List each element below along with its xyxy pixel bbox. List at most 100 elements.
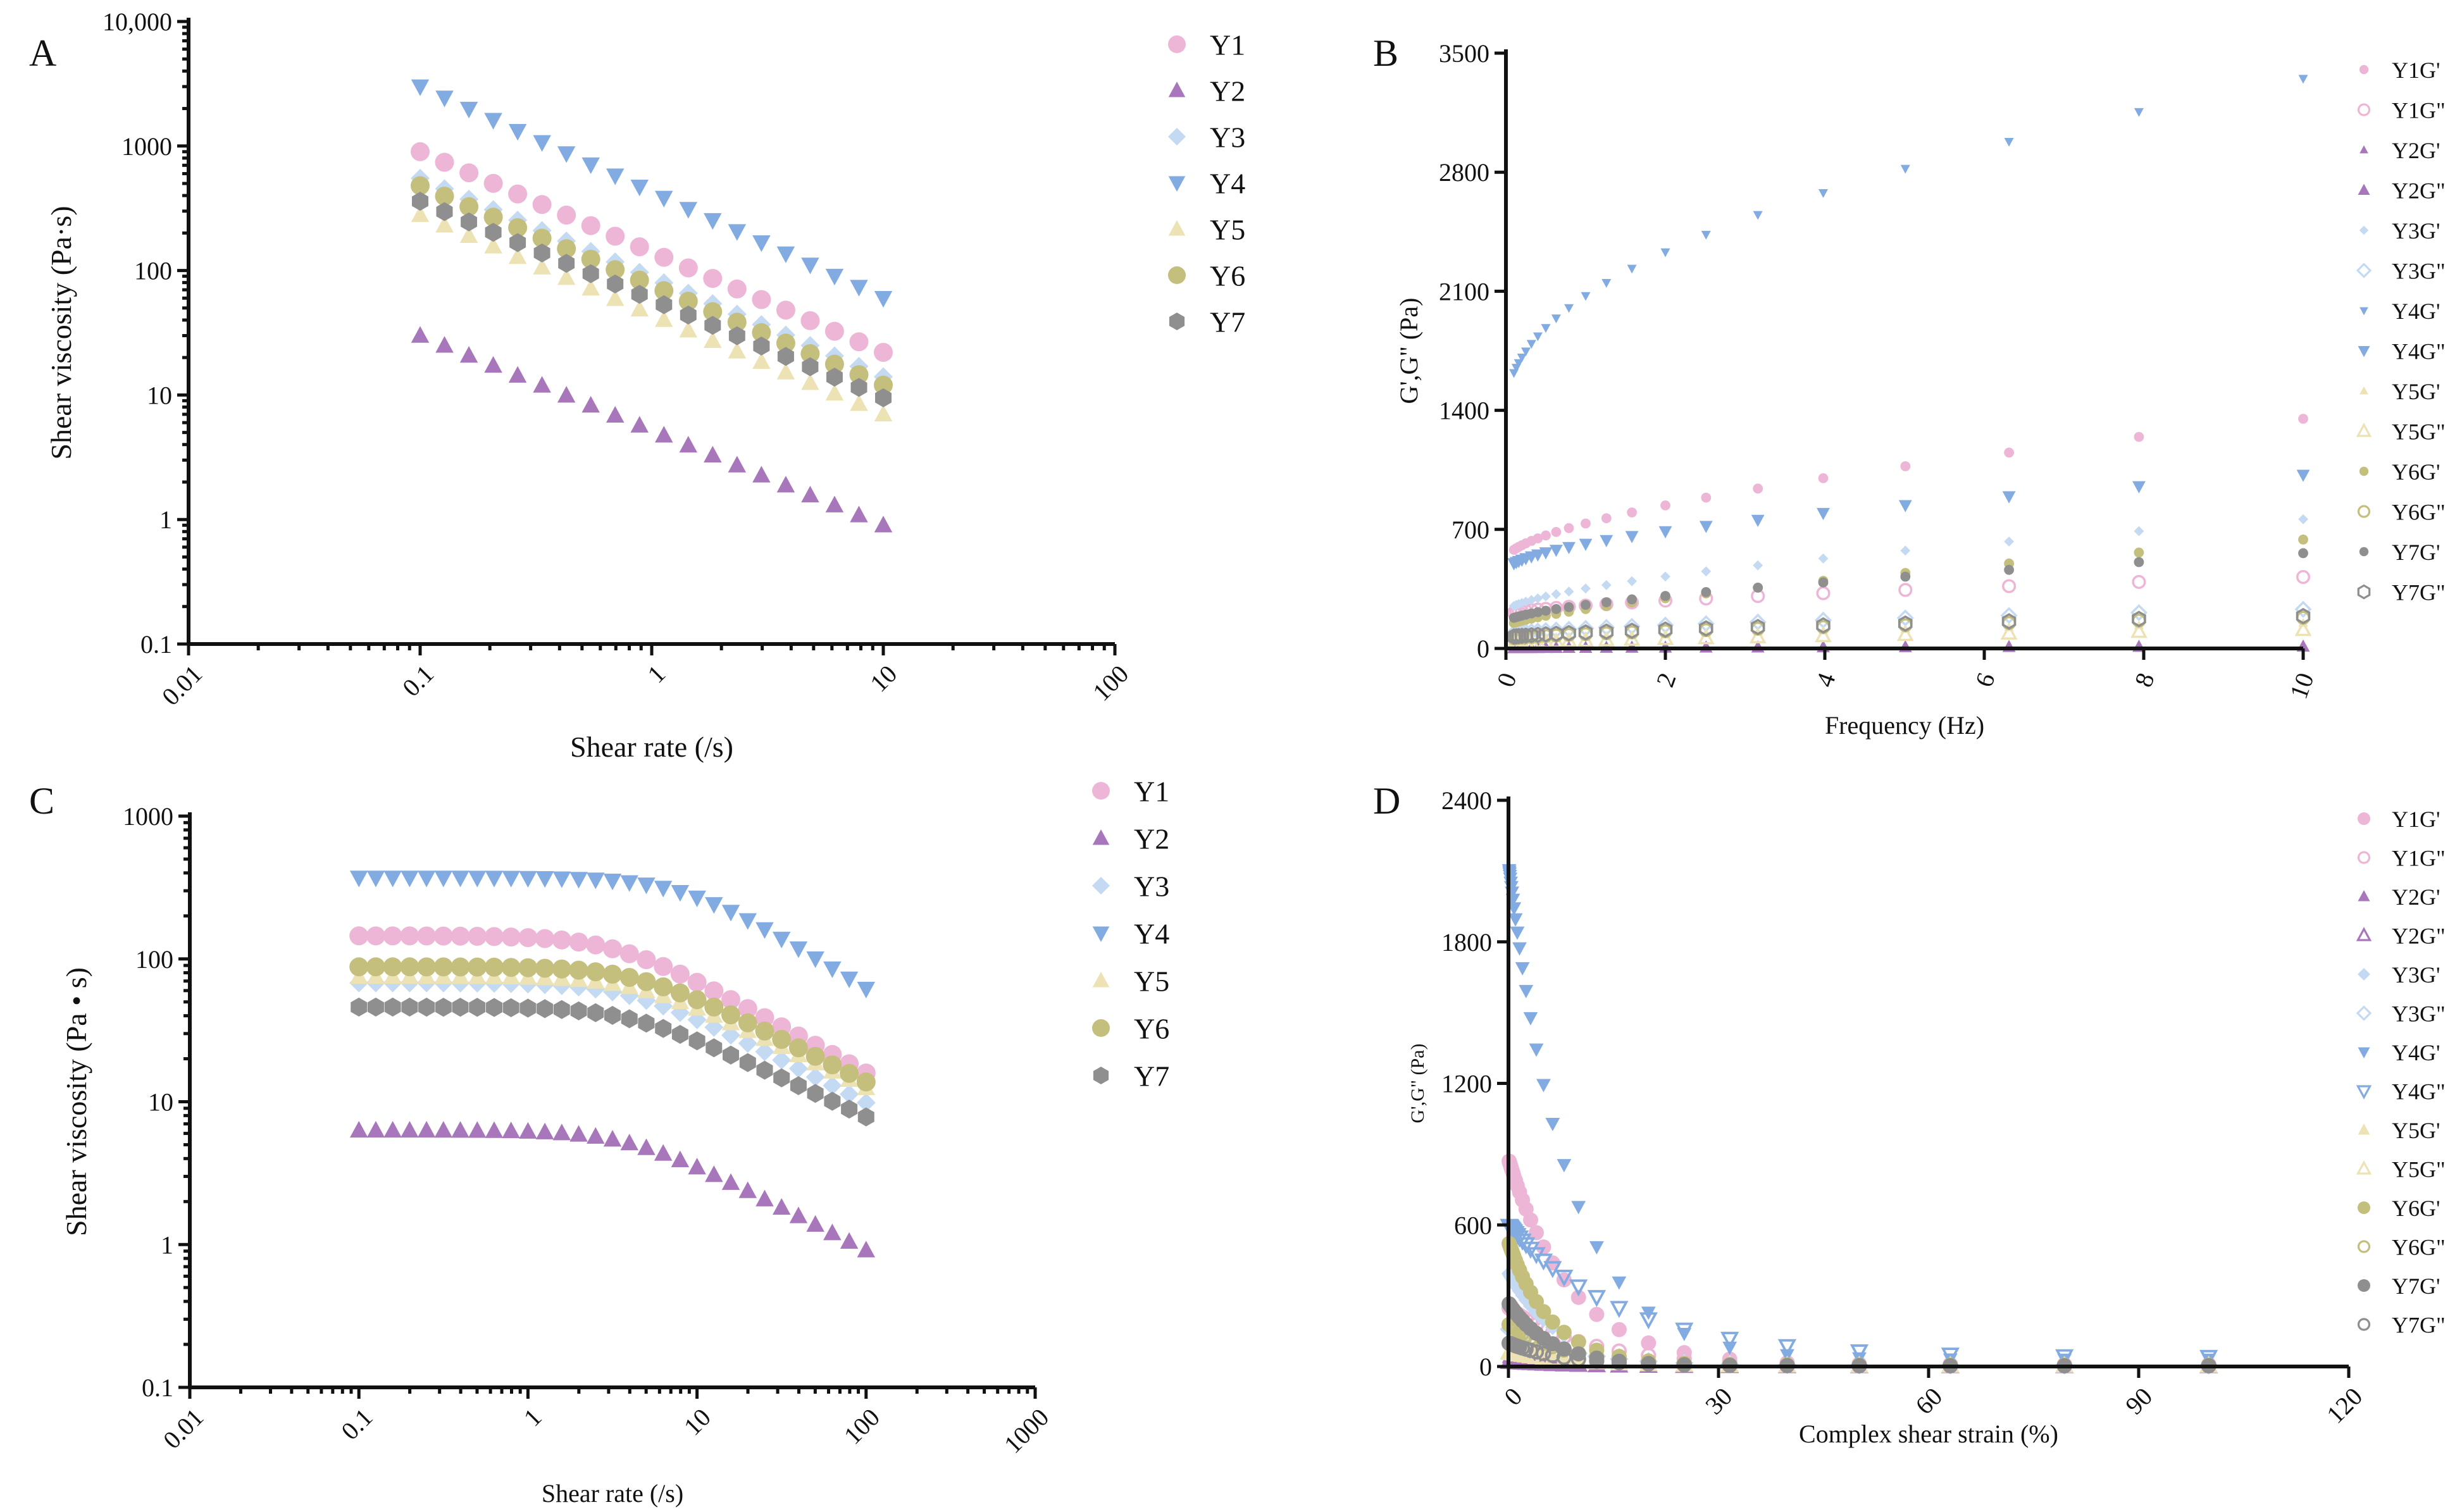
data-point: [687, 972, 707, 992]
data-point: [738, 1181, 757, 1198]
data-point: [1508, 913, 1523, 927]
legend-marker: [2357, 505, 2371, 518]
legend: Y1G' Y1G" Y2G' Y2G" Y3G' Y3G" Y4G' Y4G" Y5G' Y5G"…: [2356, 807, 2446, 1337]
data-point: [631, 285, 648, 304]
series-y2: [349, 1120, 876, 1258]
legend-label: Y7G': [2392, 1273, 2440, 1299]
data-point: [1536, 1239, 1551, 1255]
y-tick-label: 600: [1454, 1211, 1492, 1239]
data-point: [721, 905, 740, 922]
y-axis-label: Shear viscosity (Pa·s): [45, 206, 77, 459]
data-point: [1551, 314, 1561, 324]
data-point: [2298, 548, 2308, 559]
data-point: [802, 357, 819, 376]
data-point: [806, 1215, 824, 1232]
series-y6: [411, 176, 893, 395]
data-point: [1528, 1344, 1545, 1360]
data-point: [788, 1059, 808, 1079]
legend-item: Y5G': [2358, 1118, 2440, 1143]
legend-label: Y4G': [2392, 1040, 2440, 1065]
data-point: [679, 436, 698, 453]
data-point: [383, 957, 402, 977]
data-point: [704, 997, 724, 1017]
data-point: [606, 406, 625, 423]
data-point: [752, 466, 771, 483]
data-point: [1720, 1332, 1739, 1349]
data-point: [772, 931, 791, 948]
legend-marker: [2359, 145, 2368, 154]
data-point: [1701, 587, 1712, 597]
data-point: [655, 190, 673, 208]
legend-label: Y3G': [2392, 218, 2440, 244]
data-point: [1601, 579, 1612, 590]
legend-item: Y1G": [2357, 97, 2446, 123]
legend-marker: [2356, 927, 2372, 941]
data-point: [1753, 583, 1763, 593]
data-point: [806, 951, 824, 969]
data-point: [789, 941, 808, 958]
data-point: [1581, 518, 1591, 529]
legend-marker: [1092, 782, 1110, 800]
data-point: [569, 872, 588, 889]
data-point: [874, 404, 893, 422]
data-point: [502, 871, 520, 888]
data-point: [1513, 1233, 1532, 1251]
series-y2: [411, 326, 893, 533]
data-point: [607, 274, 624, 294]
data-point: [857, 981, 876, 999]
data-point: [654, 247, 674, 267]
data-point: [688, 1031, 706, 1051]
data-point: [1536, 1304, 1551, 1320]
data-point: [777, 347, 794, 366]
data-point: [1900, 164, 1910, 174]
data-point: [1589, 1350, 1605, 1366]
data-point: [1818, 577, 1829, 588]
data-point: [801, 485, 819, 503]
data-point: [752, 235, 771, 252]
y-tick-label: 0: [1479, 1353, 1492, 1381]
data-point: [533, 135, 551, 152]
data-point: [1564, 523, 1574, 533]
legend-label: Y4: [1134, 918, 1169, 950]
data-point: [1543, 1261, 1562, 1279]
legend-label: Y6G': [2392, 1196, 2440, 1221]
legend-item: Y3G": [2356, 258, 2446, 283]
data-point: [704, 331, 722, 348]
data-point: [483, 208, 503, 227]
data-point: [850, 378, 867, 397]
data-point: [485, 223, 502, 242]
data-point: [1515, 962, 1530, 976]
legend-item: Y5: [1092, 965, 1169, 998]
data-point: [552, 930, 571, 950]
data-point: [533, 257, 551, 275]
data-point: [587, 1003, 604, 1022]
data-point: [1660, 591, 1670, 601]
data-point: [2134, 547, 2144, 558]
legend-marker: [1169, 313, 1185, 330]
legend-marker: [2358, 1201, 2370, 1214]
series-y6: [349, 957, 876, 1092]
legend-label: Y5G": [2392, 1156, 2446, 1182]
data-point: [435, 187, 454, 206]
data-point: [755, 1189, 774, 1206]
legend-item: Y7: [1169, 306, 1245, 338]
data-point: [1533, 593, 1543, 604]
data-point: [705, 1165, 723, 1182]
data-point: [459, 101, 478, 119]
data-point: [586, 935, 606, 955]
legend-item: Y1G": [2357, 845, 2446, 871]
data-point: [518, 928, 538, 948]
data-point: [738, 913, 757, 930]
legend-item: Y6: [1168, 260, 1245, 292]
data-point: [637, 1138, 656, 1155]
data-point: [738, 1034, 757, 1053]
data-point: [755, 922, 774, 939]
data-point: [485, 957, 504, 977]
legend-item: Y7G': [2359, 540, 2440, 565]
data-point: [1556, 1325, 1572, 1340]
data-point: [435, 336, 454, 353]
data-point: [459, 163, 479, 183]
data-point: [484, 113, 502, 130]
legend-marker: [2356, 1160, 2372, 1175]
data-point: [2134, 431, 2144, 442]
